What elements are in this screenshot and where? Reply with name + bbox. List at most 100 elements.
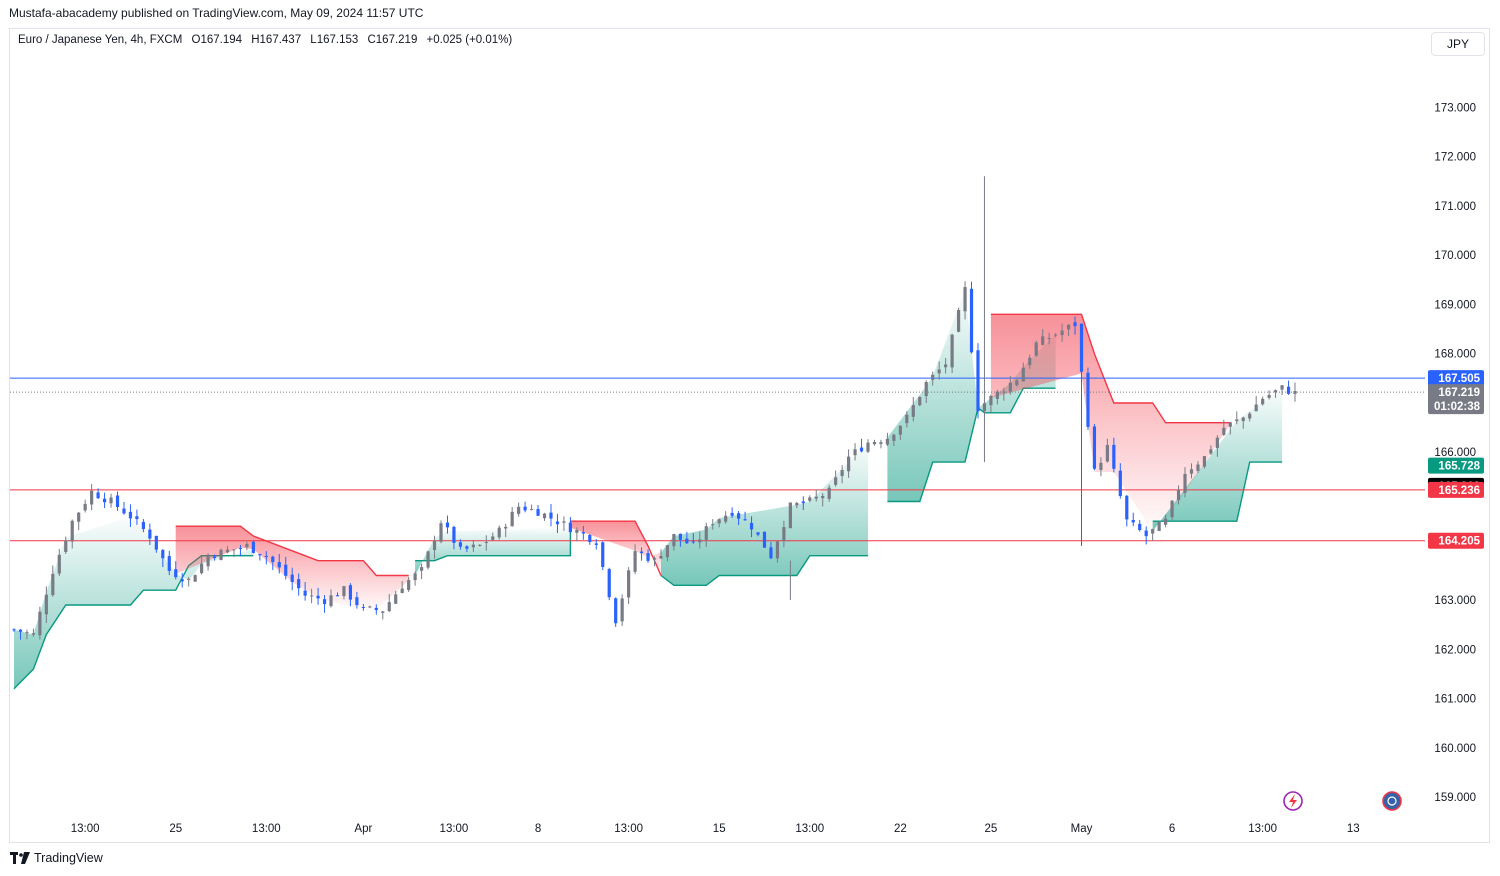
candle-body — [445, 522, 450, 528]
candle-body — [756, 532, 760, 535]
lightning-icon[interactable] — [1283, 791, 1303, 811]
candlesticks[interactable] — [12, 176, 1297, 640]
candle-body — [1118, 470, 1122, 497]
candle-body — [1235, 419, 1239, 422]
candle-body — [737, 513, 741, 519]
candle-body — [31, 633, 36, 635]
candle-body — [122, 508, 126, 514]
candle-body — [711, 524, 715, 526]
candle-body — [44, 594, 48, 615]
price-badge-0 — [1428, 370, 1484, 387]
candle-body — [639, 551, 644, 554]
candle-body — [1054, 334, 1058, 336]
time-tick-label: 13 — [1347, 823, 1360, 835]
supertrend-fill-5 — [887, 289, 1056, 502]
time-tick-label: 13:00 — [1248, 823, 1277, 835]
close-value: C167.219 — [367, 34, 418, 46]
candle-body — [316, 595, 320, 599]
time-tick-label: 22 — [894, 823, 907, 835]
currency-button[interactable]: JPY — [1431, 32, 1485, 56]
candle-body — [1183, 473, 1187, 493]
time-axis[interactable]: 13:00 25 13:00 Apr 13:00 8 13:00 15 13:00 22 25 May… — [71, 823, 1360, 835]
candle-body — [536, 509, 540, 516]
candle-body — [1261, 398, 1265, 405]
candle-body — [588, 535, 592, 542]
price-tick-label: 173.000 — [1434, 102, 1476, 114]
candle-body — [1034, 342, 1038, 356]
candle-body — [128, 511, 133, 519]
candle-body — [77, 512, 81, 522]
candle-body — [665, 545, 670, 558]
candle-body — [1086, 372, 1090, 427]
candle-body — [1002, 391, 1006, 393]
horizontal-levels[interactable] — [10, 377, 1425, 542]
candle-body — [200, 563, 204, 574]
symbol-name: Euro / Japanese Yen, 4h, FXCM — [18, 34, 183, 46]
candle-body — [1176, 490, 1181, 501]
candle-body — [368, 606, 372, 608]
candle-body — [853, 449, 857, 456]
candle-body — [575, 529, 579, 533]
candle-body — [407, 580, 411, 590]
candle-body — [303, 590, 307, 596]
price-tick-label: 172.000 — [1434, 152, 1476, 164]
price-tick-label: 163.000 — [1434, 595, 1476, 607]
candle-body — [620, 598, 624, 622]
candle-body — [581, 532, 585, 534]
candle-body — [542, 513, 547, 519]
low-value: L167.153 — [310, 34, 359, 46]
candle-body — [782, 527, 786, 542]
candle-body — [284, 564, 288, 576]
candle-body — [96, 492, 100, 499]
time-tick-label: May — [1071, 823, 1093, 835]
time-tick-label: 25 — [985, 823, 998, 835]
time-tick-label: 13:00 — [440, 823, 469, 835]
candle-body — [167, 556, 171, 571]
time-tick-label: 6 — [1169, 823, 1175, 835]
price-tick-label: 166.000 — [1434, 447, 1476, 459]
supertrend-fill-0 — [14, 516, 254, 689]
candle-body — [937, 369, 941, 374]
price-tick-label: 162.000 — [1434, 644, 1476, 656]
candle-body — [452, 526, 456, 543]
candle-body — [1189, 469, 1194, 474]
publisher-caption: Mustafa-abacademy published on TradingVi… — [9, 6, 424, 20]
candle-body — [90, 490, 94, 505]
candle-body — [471, 544, 475, 548]
supertrend-fill-4 — [661, 442, 868, 586]
candle-body — [225, 549, 230, 553]
tradingview-footer[interactable]: TradingView — [10, 851, 103, 865]
candle-body — [329, 595, 333, 607]
candle-body — [109, 497, 113, 504]
candle-body — [1079, 323, 1084, 372]
candle-body — [568, 522, 572, 533]
candle-body — [698, 539, 702, 543]
candle-body — [549, 512, 553, 519]
candle-body — [1041, 336, 1045, 345]
candle-body — [413, 573, 417, 581]
candle-body — [976, 350, 980, 412]
candle-body — [394, 594, 398, 604]
candle-body — [1273, 390, 1278, 393]
candle-body — [458, 542, 463, 547]
candle-body — [387, 602, 391, 612]
candle-body — [963, 287, 967, 312]
timezone-globe-icon[interactable] — [1382, 791, 1402, 811]
candle-body — [57, 554, 61, 574]
candle-body — [232, 549, 236, 551]
candle-body — [212, 556, 217, 558]
price-badges: 167.505167.21901:02:38165.728165.318165.… — [1428, 370, 1484, 549]
candle-body — [775, 541, 780, 559]
candle-body — [251, 541, 255, 553]
candle-body — [497, 527, 501, 538]
candle-body — [264, 555, 268, 557]
candle-body — [1267, 394, 1271, 398]
candle-body — [1215, 437, 1219, 449]
price-axis[interactable]: 173.000 172.000 171.000 170.000 169.000 168.0… — [1434, 102, 1476, 804]
candle-body — [1047, 337, 1051, 339]
candle-body — [1066, 324, 1071, 330]
candle-body — [1125, 495, 1129, 520]
candle-body — [846, 456, 851, 472]
candle-body — [219, 549, 223, 561]
